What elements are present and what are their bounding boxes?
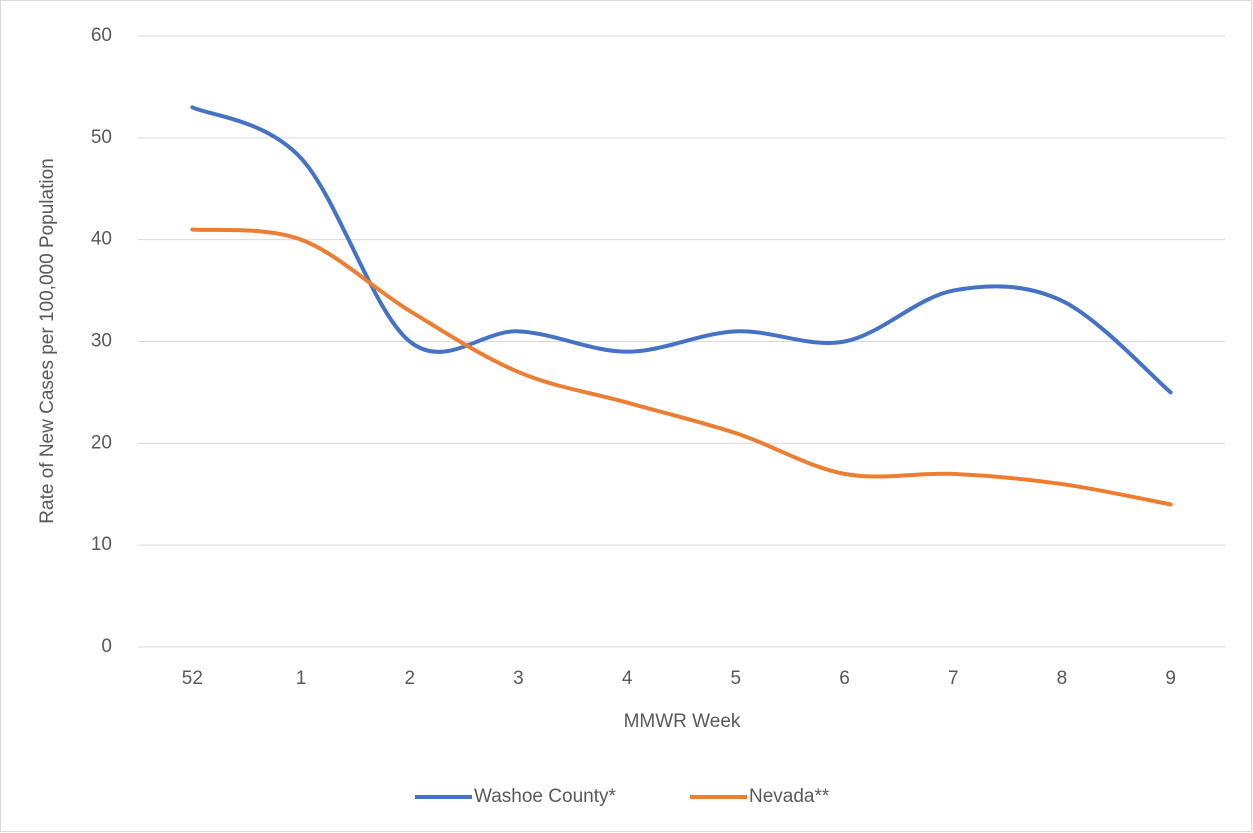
y-tick-label: 30 bbox=[91, 331, 112, 352]
y-axis-title: Rate of New Cases per 100,000 Population bbox=[37, 158, 58, 523]
series-line bbox=[190, 227, 1173, 507]
x-tick-label: 8 bbox=[1057, 668, 1068, 689]
x-tick-label: 9 bbox=[1165, 668, 1176, 689]
legend-label: Nevada** bbox=[749, 786, 830, 807]
x-tick-label: 4 bbox=[622, 668, 633, 689]
x-tick-label: 1 bbox=[296, 668, 307, 689]
legend-label: Washoe County* bbox=[474, 786, 616, 807]
x-tick-label: 52 bbox=[182, 668, 203, 689]
y-tick-label: 20 bbox=[91, 432, 112, 453]
x-tick-label: 7 bbox=[948, 668, 959, 689]
y-tick-label: 0 bbox=[101, 636, 112, 657]
series-line bbox=[190, 105, 1173, 395]
x-tick-label: 3 bbox=[513, 668, 524, 689]
x-tick-label: 6 bbox=[839, 668, 850, 689]
x-axis-title: MMWR Week bbox=[624, 711, 741, 732]
x-tick-label: 5 bbox=[731, 668, 742, 689]
y-tick-label: 50 bbox=[91, 127, 112, 148]
x-tick-label: 2 bbox=[404, 668, 415, 689]
y-tick-label: 60 bbox=[91, 25, 112, 46]
y-tick-label: 10 bbox=[91, 534, 112, 555]
y-tick-label: 40 bbox=[91, 229, 112, 250]
